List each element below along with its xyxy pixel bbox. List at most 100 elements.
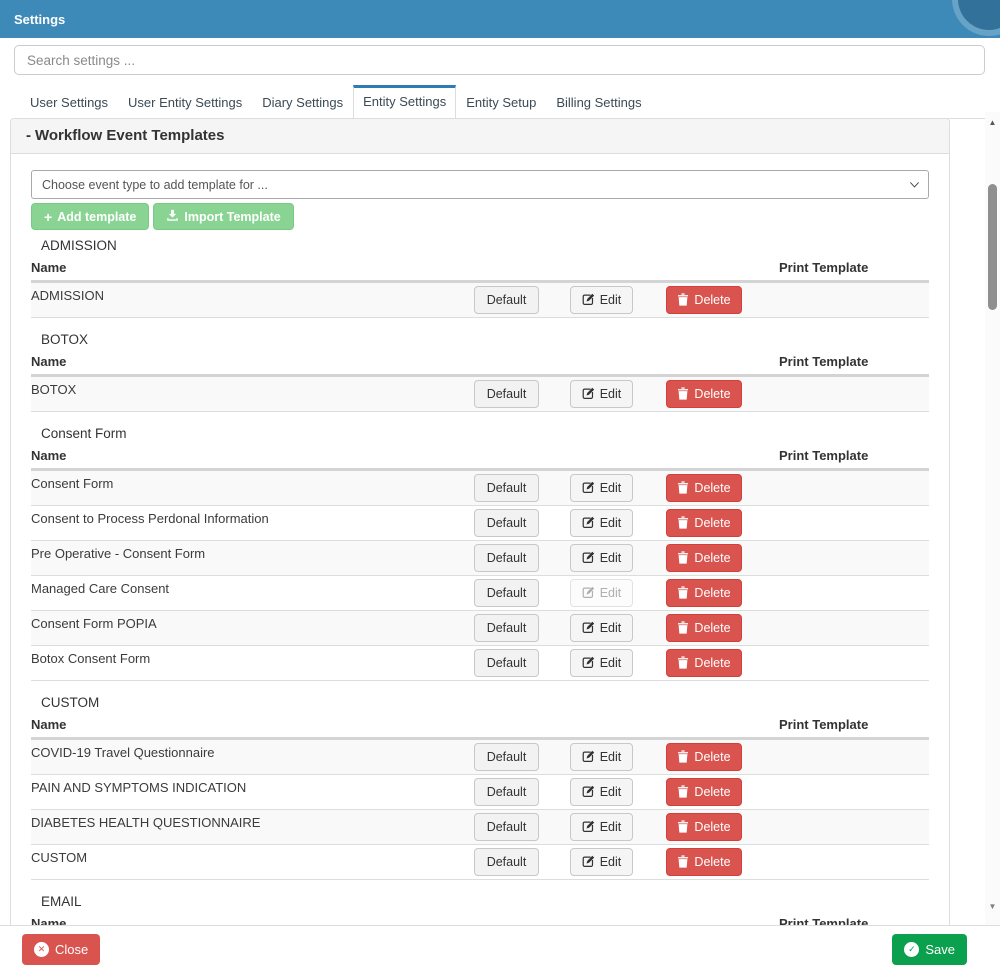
delete-button[interactable]: Delete xyxy=(666,380,742,408)
table-rows: Consent Form Default Edit xyxy=(31,471,929,681)
tab-user-settings[interactable]: User Settings xyxy=(30,95,109,110)
delete-button[interactable]: Delete xyxy=(666,649,742,677)
name-column-header: Name xyxy=(31,717,67,732)
settings-tab-bar: User Settings User Entity Settings Diary… xyxy=(20,85,986,119)
table-row: ADMISSION Default Edit xyxy=(31,283,929,318)
edit-button[interactable]: Edit xyxy=(569,813,634,841)
save-label: Save xyxy=(925,941,955,957)
trash-icon xyxy=(677,749,689,765)
default-button[interactable]: Default xyxy=(473,848,540,876)
import-template-button[interactable]: Import Template xyxy=(153,203,294,230)
close-button[interactable]: ✕ Close xyxy=(22,933,101,965)
close-circle-x-icon: ✕ xyxy=(34,941,49,957)
trash-icon xyxy=(677,292,689,308)
name-column-header: Name xyxy=(31,916,67,925)
edit-label: Edit xyxy=(599,750,622,764)
default-button[interactable]: Default xyxy=(473,813,540,841)
edit-button[interactable]: Edit xyxy=(569,743,634,771)
tab-user-entity-settings[interactable]: User Entity Settings xyxy=(128,95,243,110)
panel-collapse-header[interactable]: - Workflow Event Templates xyxy=(11,119,949,154)
template-name: PAIN AND SYMPTOMS INDICATION xyxy=(31,780,247,795)
edit-label: Edit xyxy=(599,586,622,600)
print-template-column-header: Print Template xyxy=(779,916,869,925)
tab-entity-settings[interactable]: Entity Settings xyxy=(353,85,457,119)
delete-label: Delete xyxy=(694,551,731,565)
edit-button[interactable]: Edit xyxy=(569,544,634,572)
edit-label: Edit xyxy=(599,387,622,401)
trash-icon xyxy=(677,386,689,402)
default-button[interactable]: Default xyxy=(473,544,540,572)
default-button[interactable]: Default xyxy=(473,286,540,314)
trash-icon xyxy=(677,655,689,671)
trash-icon xyxy=(677,854,689,870)
delete-label: Delete xyxy=(694,516,731,530)
section-title: CUSTOM xyxy=(41,695,100,710)
template-section: CUSTOM Name Print Template COVID-19 Trav… xyxy=(31,695,929,880)
save-button[interactable]: ✓ Save xyxy=(892,933,967,965)
section-title: Consent Form xyxy=(41,426,127,441)
template-name: CUSTOM xyxy=(31,850,88,865)
edit-button[interactable]: Edit xyxy=(569,848,634,876)
scrollbar-thumb[interactable] xyxy=(988,184,997,310)
print-template-column-header: Print Template xyxy=(779,354,869,369)
table-rows: ADMISSION Default Edit xyxy=(31,283,929,318)
template-name: Managed Care Consent xyxy=(31,581,170,596)
default-button[interactable]: Default xyxy=(473,778,540,806)
section-title: ADMISSION xyxy=(41,238,117,253)
edit-label: Edit xyxy=(599,551,622,565)
delete-button[interactable]: Delete xyxy=(666,544,742,572)
delete-button[interactable]: Delete xyxy=(666,743,742,771)
delete-button[interactable]: Delete xyxy=(666,474,742,502)
default-button[interactable]: Default xyxy=(473,579,540,607)
default-button[interactable]: Default xyxy=(473,380,540,408)
delete-button[interactable]: Delete xyxy=(666,579,742,607)
event-type-select[interactable]: Choose event type to add template for ..… xyxy=(31,170,929,199)
pencil-square-icon xyxy=(582,481,595,496)
chevron-down-icon xyxy=(909,178,920,192)
delete-button[interactable]: Delete xyxy=(666,778,742,806)
default-button[interactable]: Default xyxy=(473,743,540,771)
delete-button[interactable]: Delete xyxy=(666,614,742,642)
delete-button[interactable]: Delete xyxy=(666,813,742,841)
print-template-column-header: Print Template xyxy=(779,717,869,732)
template-section: ADMISSION Name Print Template ADMISSION … xyxy=(31,238,929,318)
scrollbar-down-arrow-icon[interactable]: ▼ xyxy=(988,902,997,911)
pencil-square-icon xyxy=(582,516,595,531)
default-button[interactable]: Default xyxy=(473,649,540,677)
delete-label: Delete xyxy=(694,820,731,834)
add-template-button[interactable]: + Add template xyxy=(31,203,150,230)
edit-label: Edit xyxy=(599,820,622,834)
footer-action-bar: ✕ Close ✓ Save xyxy=(0,925,1000,972)
pencil-square-icon xyxy=(582,387,595,402)
edit-button[interactable]: Edit xyxy=(569,509,634,537)
trash-icon xyxy=(677,819,689,835)
delete-button[interactable]: Delete xyxy=(666,286,742,314)
default-button[interactable]: Default xyxy=(473,509,540,537)
delete-button[interactable]: Delete xyxy=(666,848,742,876)
edit-button[interactable]: Edit xyxy=(569,614,634,642)
tab-billing-settings[interactable]: Billing Settings xyxy=(556,95,642,110)
edit-button[interactable]: Edit xyxy=(569,380,634,408)
edit-button[interactable]: Edit xyxy=(569,778,634,806)
delete-button[interactable]: Delete xyxy=(666,509,742,537)
default-button[interactable]: Default xyxy=(473,474,540,502)
corner-circle-decoration xyxy=(958,0,1000,30)
tab-entity-setup[interactable]: Entity Setup xyxy=(466,95,537,110)
import-template-label: Import Template xyxy=(184,209,281,224)
default-button[interactable]: Default xyxy=(473,614,540,642)
search-input[interactable] xyxy=(14,45,985,75)
delete-label: Delete xyxy=(694,785,731,799)
edit-label: Edit xyxy=(599,481,622,495)
table-row: Managed Care Consent Default Edit xyxy=(31,576,929,611)
pencil-square-icon xyxy=(582,750,595,765)
edit-button[interactable]: Edit xyxy=(569,286,634,314)
table-row: Consent Form Default Edit xyxy=(31,471,929,506)
collapse-minus-icon: - xyxy=(26,127,31,144)
edit-button[interactable]: Edit xyxy=(569,649,634,677)
save-circle-check-icon: ✓ xyxy=(904,941,920,957)
tab-diary-settings[interactable]: Diary Settings xyxy=(262,95,344,110)
vertical-scrollbar[interactable]: ▲ ▼ xyxy=(985,112,1000,925)
edit-button[interactable]: Edit xyxy=(569,474,634,502)
template-name: COVID-19 Travel Questionnaire xyxy=(31,745,215,760)
scrollbar-up-arrow-icon[interactable]: ▲ xyxy=(988,118,997,127)
